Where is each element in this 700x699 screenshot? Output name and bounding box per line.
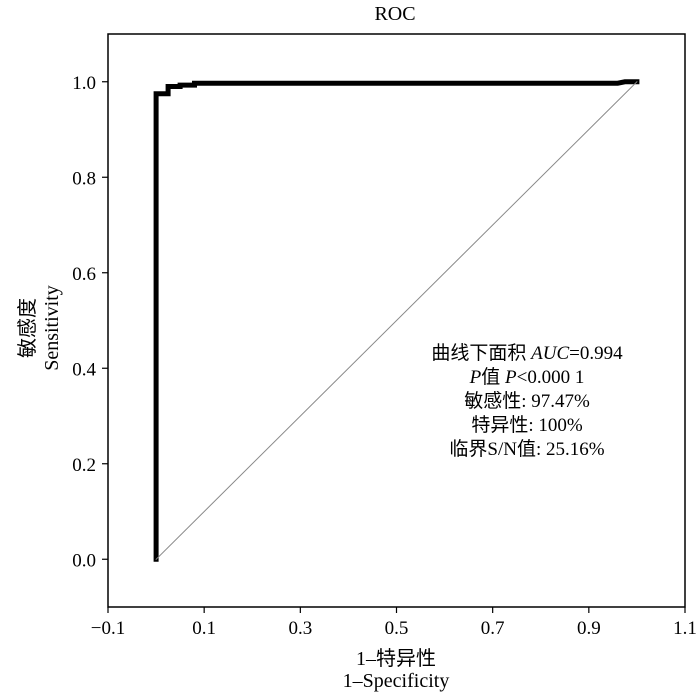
y-tick-label: 1.0 xyxy=(72,73,96,94)
chart-title: ROC xyxy=(374,3,415,25)
axis-ticks: −0.1 0.1 0.3 0.5 0.7 0.9 1.1 0.0 0.2 0.4 0.6 0.8 1.0 xyxy=(72,73,697,639)
label-line: 1–Specificity xyxy=(343,670,450,692)
reference-diagonal-line xyxy=(155,81,638,561)
y-tick-label: 0.8 xyxy=(72,168,96,189)
y-tick-label: 0.6 xyxy=(72,264,96,285)
annotation-part: 敏感性: 97.47% xyxy=(464,390,590,412)
x-tick-label: 1.1 xyxy=(673,618,697,639)
annotation-part: P xyxy=(504,367,517,388)
roc-curve-line xyxy=(153,79,640,562)
annotation-line: 曲线下面积 AUC=0.994 xyxy=(431,342,623,364)
series-layer xyxy=(153,79,640,562)
annotation-part: P xyxy=(469,367,482,388)
annotation-line: P值 P<0.000 1 xyxy=(469,366,585,388)
y-axis-label: 敏感度 Sensitivity xyxy=(16,285,63,371)
x-tick-label: 0.5 xyxy=(385,618,409,639)
annotation-line: 临界S/N值: 25.16% xyxy=(449,438,604,460)
label-line: 1–特异性 xyxy=(356,647,436,670)
x-tick-label: 0.7 xyxy=(481,618,505,639)
chart-annotation: 曲线下面积 AUC=0.994 P值 P<0.000 1 敏感性: 97.47%特异… xyxy=(431,342,623,460)
annotation-part: 特异性: 100% xyxy=(471,414,583,436)
y-tick-label: 0.2 xyxy=(72,455,96,476)
x-tick-label: 0.1 xyxy=(192,618,216,639)
annotation-line: 特异性: 100% xyxy=(471,414,583,436)
annotation-part: <0.000 1 xyxy=(517,367,585,388)
annotation-part: 临界S/N值: 25.16% xyxy=(449,438,604,460)
y-tick-label: 0.4 xyxy=(72,359,96,380)
y-tick-label: 0.0 xyxy=(72,550,96,571)
x-tick-label: 0.3 xyxy=(288,618,312,639)
x-axis-label: 1–特异性 1–Specificity xyxy=(343,647,450,692)
label-line: 敏感度 xyxy=(16,298,39,358)
annotation-part: AUC xyxy=(529,343,569,364)
annotation-part: 值 xyxy=(481,366,505,388)
annotation-part: 曲线下面积 xyxy=(431,342,531,364)
x-tick-label: 0.9 xyxy=(577,618,601,639)
annotation-part: =0.994 xyxy=(569,343,623,364)
label-line: Sensitivity xyxy=(41,285,63,371)
x-tick-label: −0.1 xyxy=(91,618,125,639)
annotation-line: 敏感性: 97.47% xyxy=(464,390,590,412)
